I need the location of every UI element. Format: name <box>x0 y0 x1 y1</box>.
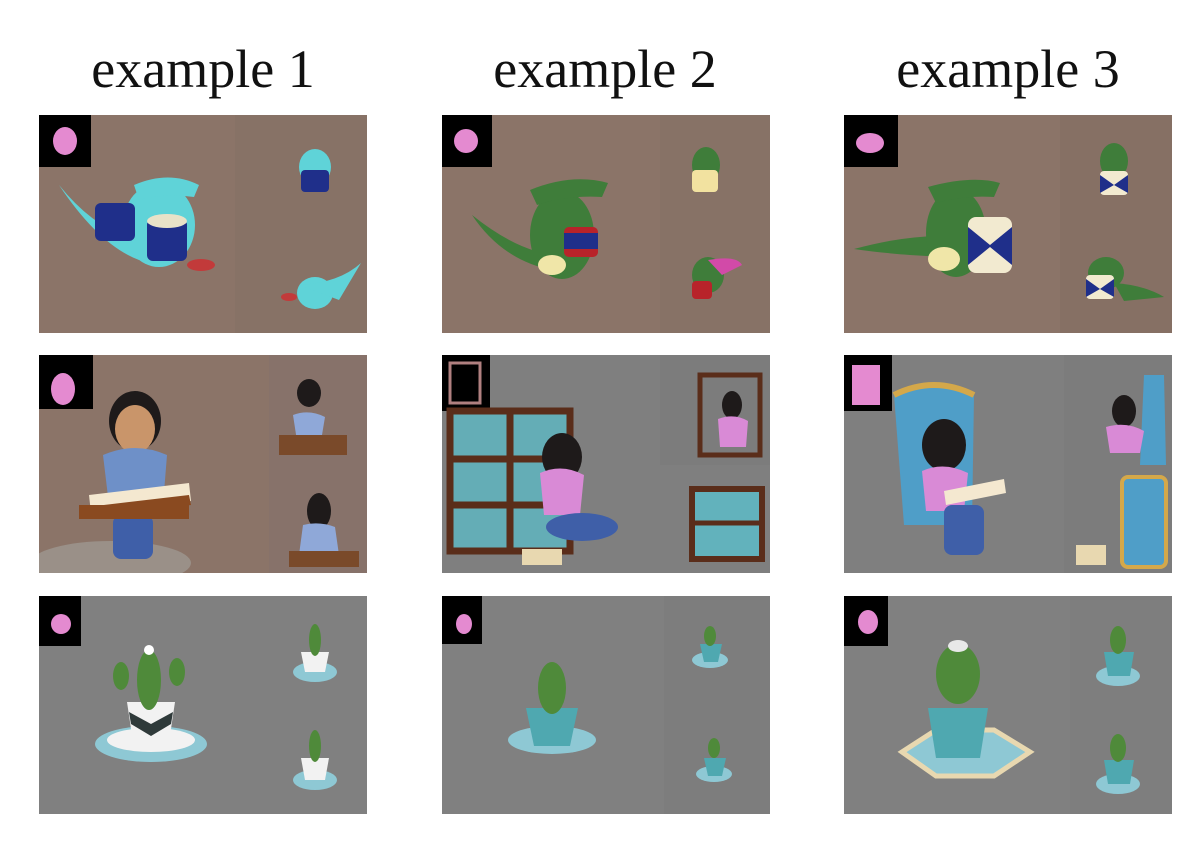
panel-girl-example-1 <box>39 355 367 573</box>
panel-cactus-example-1 <box>39 596 367 814</box>
panel-girl-example-2 <box>442 355 770 573</box>
column-title-2: example 2 <box>493 39 717 99</box>
panel-alligator-example-1 <box>39 115 367 333</box>
panel-cactus-example-3 <box>844 596 1172 814</box>
panel-alligator-example-3 <box>844 115 1172 333</box>
panel-alligator-example-2 <box>442 115 770 333</box>
column-title-3: example 3 <box>896 39 1120 99</box>
column-title-1: example 1 <box>91 39 315 99</box>
panel-girl-example-3 <box>844 355 1172 573</box>
panel-cactus-example-2 <box>442 596 770 814</box>
